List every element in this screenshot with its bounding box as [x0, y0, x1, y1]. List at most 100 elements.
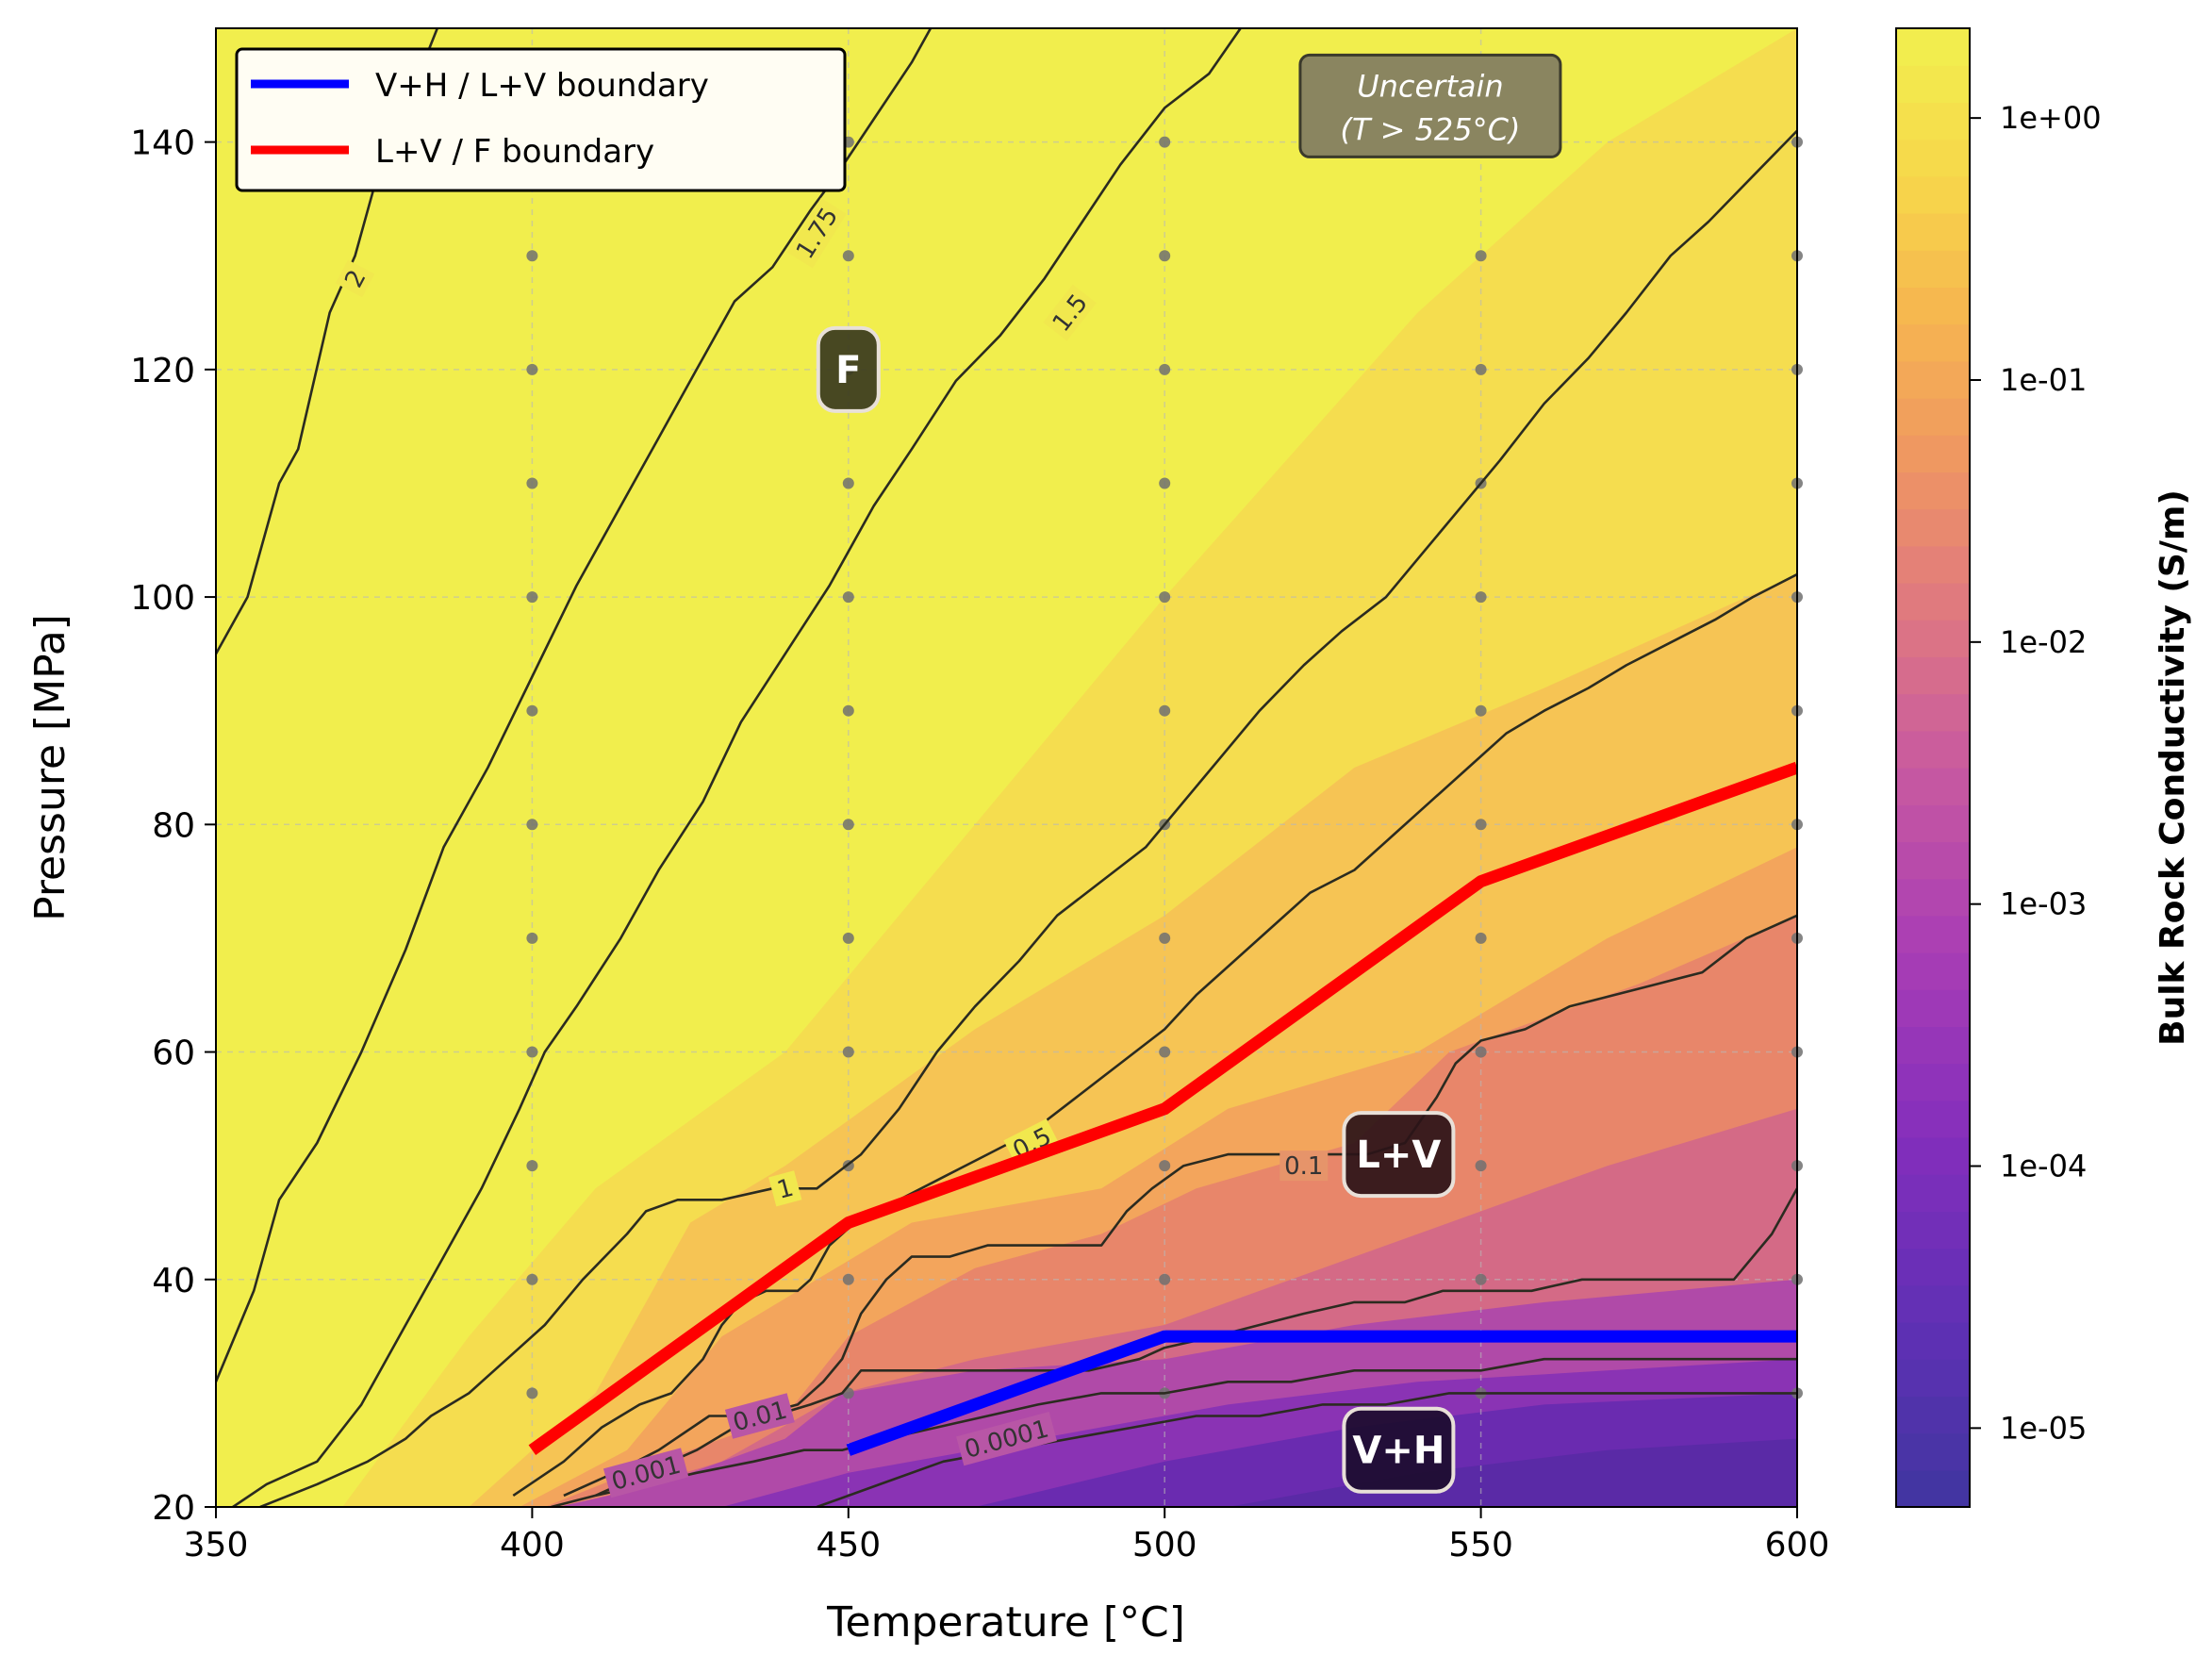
colorbar-band	[1896, 768, 1970, 805]
sample-point	[1159, 704, 1171, 717]
series-line-0	[846, 1330, 1797, 1456]
colorbar-band	[1896, 250, 1970, 288]
contour-label-3: 1	[774, 1174, 797, 1205]
legend-label-red: L+V / F boundary	[375, 133, 654, 171]
colorbar-band	[1896, 878, 1970, 917]
sample-point	[842, 477, 854, 489]
sample-point	[526, 819, 538, 831]
y-tick-label-1: 40	[152, 1262, 195, 1300]
colorbar-band	[1896, 1359, 1970, 1397]
contour-label-bg-1	[786, 197, 847, 269]
colorbar-ticks: 1e-05 1e-04 1e-03 1e-02 1e-01 1e+00	[1970, 100, 2102, 1446]
y-tick-label-6: 140	[130, 124, 195, 163]
contour-label-bg-0	[335, 259, 375, 298]
sample-point	[1475, 932, 1487, 944]
sample-point	[842, 1046, 854, 1058]
sample-point	[842, 819, 854, 831]
colorbar-band	[1896, 804, 1970, 842]
colorbar-band	[1896, 583, 1970, 621]
x-axis-title: Temperature [°C]	[826, 1598, 1185, 1647]
colorbar-band	[1896, 1432, 1970, 1471]
contour-label-bg-7	[603, 1448, 689, 1498]
sample-point	[526, 591, 538, 604]
colorbar-band	[1896, 952, 1970, 990]
uncertain-line2: (T > 525°C)	[1340, 111, 1520, 147]
region-label-1: L+V	[1356, 1134, 1441, 1177]
contour-label-bg-8	[956, 1411, 1057, 1466]
contour-line-5	[563, 914, 1797, 1498]
contour-label-bg-2	[1043, 284, 1097, 341]
colorbar-band	[1896, 508, 1970, 547]
colorbar-title: Bulk Rock Conductivity (S/m)	[2154, 489, 2192, 1046]
sample-point	[1475, 1046, 1487, 1058]
x-tick-label-2: 450	[816, 1526, 881, 1564]
contour-line-2	[230, 28, 1242, 1507]
colorbar-band	[1896, 1026, 1970, 1065]
sample-point	[1159, 1160, 1171, 1172]
sample-point	[1159, 1273, 1171, 1285]
colorbar-band	[1896, 1063, 1970, 1101]
contour-label-bg-4	[1003, 1118, 1061, 1167]
colorbar-band	[1896, 1284, 1970, 1323]
x-tick-label-1: 400	[500, 1526, 565, 1564]
colorbar-band	[1896, 360, 1970, 399]
colorbar-band	[1896, 1137, 1970, 1175]
x-tick-label-0: 350	[184, 1526, 249, 1564]
colorbar-band	[1896, 989, 1970, 1027]
region-box-0	[816, 325, 881, 413]
colorbar-band	[1896, 435, 1970, 472]
colorbar-tick-label-1: 1e-04	[2000, 1149, 2087, 1184]
region-box-2	[1342, 1406, 1456, 1494]
sample-point	[1475, 819, 1487, 831]
colorbar-band	[1896, 841, 1970, 880]
x-axis: 350 400 450 500 550 600	[184, 1507, 1829, 1564]
uncertain-annotation: Uncertain (T > 525°C)	[1298, 53, 1562, 158]
series-line-1	[528, 761, 1797, 1455]
contour-label-bg-6	[724, 1393, 795, 1439]
legend-frame	[235, 47, 847, 192]
colorbar-band	[1896, 1396, 1970, 1434]
sample-point	[526, 704, 538, 717]
colorbar-band	[1896, 620, 1970, 657]
sample-point	[526, 477, 538, 489]
colorbar-band	[1896, 1174, 1970, 1212]
colorbar-band	[1896, 65, 1970, 103]
sample-point	[1475, 1273, 1487, 1285]
region-label-2: V+H	[1352, 1430, 1444, 1473]
colorbar-bands	[1896, 28, 1970, 1508]
sample-point	[1475, 591, 1487, 604]
colorbar-band	[1896, 287, 1970, 325]
sample-point	[526, 363, 538, 375]
colorbar-band	[1896, 915, 1970, 953]
sample-point	[842, 932, 854, 944]
sample-point	[526, 932, 538, 944]
contour-line-7	[551, 1357, 1797, 1507]
legend: V+H / L+V boundary L+V / F boundary	[235, 47, 847, 192]
sample-point	[526, 250, 538, 262]
colorbar-tick-label-2: 1e-03	[2000, 886, 2087, 922]
colorbar-tick-label-0: 1e-05	[2000, 1410, 2087, 1446]
contour-line-3	[259, 129, 1797, 1507]
colorbar-frame	[1895, 27, 1971, 1508]
colorbar-band	[1896, 730, 1970, 769]
sample-point	[842, 591, 854, 604]
colorbar-tick-label-3: 1e-02	[2000, 624, 2087, 660]
sample-point	[1159, 136, 1171, 148]
colorbar-band	[1896, 1211, 1970, 1250]
colorbar-band	[1896, 1322, 1970, 1360]
contour-label-bg-3	[768, 1170, 802, 1207]
sample-point	[526, 1387, 538, 1399]
colorbar-band	[1896, 472, 1970, 510]
sample-point	[1475, 363, 1487, 375]
contour-line-4	[512, 572, 1797, 1497]
colorbar-band	[1896, 656, 1970, 695]
y-tick-label-5: 120	[130, 352, 195, 390]
sample-point	[1475, 1160, 1487, 1172]
sample-point	[1159, 363, 1171, 375]
sample-point	[1475, 250, 1487, 262]
colorbar-band	[1896, 1100, 1970, 1138]
colorbar-band	[1896, 1469, 1970, 1508]
colorbar-band	[1896, 398, 1970, 436]
contour-label-bg-5	[1279, 1151, 1329, 1182]
